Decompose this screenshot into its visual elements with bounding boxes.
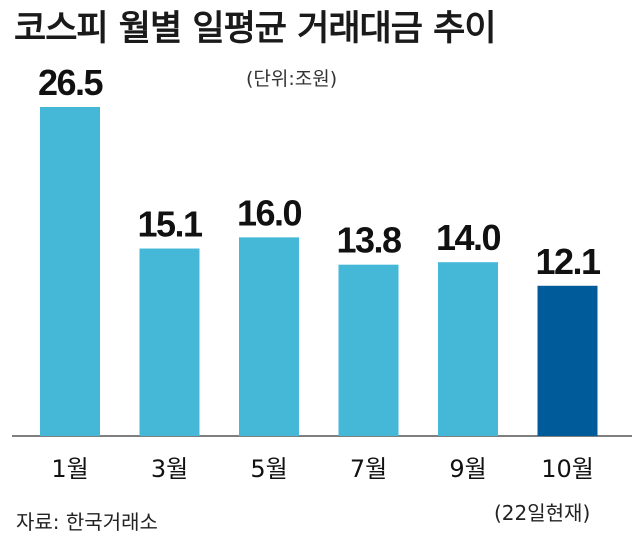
data-label-1: 26.5	[38, 62, 104, 103]
x-tick-label-2: 3월	[151, 455, 188, 483]
data-label-4: 13.8	[336, 220, 401, 261]
bar-5	[438, 262, 498, 436]
x-tick-label-4: 7월	[350, 455, 387, 483]
bar-1	[40, 107, 100, 436]
bar-4	[338, 264, 399, 436]
data-label-5: 14.0	[436, 217, 501, 258]
date-note: (22일현재)	[494, 501, 591, 525]
x-tick-label-1: 1월	[51, 455, 88, 483]
unit-label: (단위:조원)	[246, 68, 338, 90]
bar-3	[239, 237, 299, 436]
source-text: 자료: 한국거래소	[16, 510, 158, 534]
data-label-3: 16.0	[237, 192, 302, 233]
x-tick-label-5: 9월	[449, 455, 486, 483]
data-label-2: 15.1	[137, 204, 203, 245]
x-tick-label-3: 5월	[250, 455, 287, 483]
data-label-6: 12.1	[535, 241, 601, 282]
bar-6	[537, 285, 598, 436]
x-tick-label-6: 10월	[541, 455, 594, 483]
chart-title: 코스피 월별 일평균 거래대금 추이	[14, 9, 497, 49]
bar-2	[139, 248, 200, 436]
